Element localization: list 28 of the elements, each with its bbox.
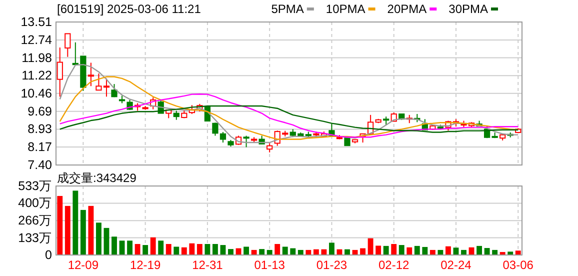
y-tick-label: 7.40	[28, 158, 52, 172]
y-tick-label: 8.93	[28, 122, 52, 136]
x-tick-label: 02-12	[378, 258, 410, 272]
x-tick-label: 01-13	[254, 258, 286, 272]
chart-title: [601519] 2025-03-06 11:21	[57, 2, 202, 16]
legend-label: 10PMA	[326, 2, 366, 16]
y-tick-label: 12.74	[20, 33, 52, 48]
y-tick-label: 0	[45, 248, 52, 262]
x-tick-label: 02-24	[440, 258, 472, 272]
y-tick-label: 10.46	[20, 86, 52, 100]
y-tick-label: 400万	[18, 196, 52, 210]
legend-label: 30PMA	[448, 2, 488, 16]
x-tick-label: 03-06	[502, 258, 534, 272]
legend-label: 20PMA	[387, 2, 427, 16]
y-tick-label: 9.69	[28, 104, 52, 118]
y-tick-label: 133万	[18, 230, 52, 245]
chart-title: 成交量:343429	[57, 171, 137, 185]
x-tick-label: 12-31	[192, 258, 224, 272]
legend-label: 5PMA	[271, 2, 304, 16]
x-tick-label: 01-23	[316, 258, 348, 272]
y-tick-label: 11.98	[22, 50, 52, 65]
y-tick-label: 266万	[18, 214, 52, 228]
y-tick-label: 8.17	[28, 140, 52, 154]
x-tick-label: 12-09	[68, 258, 99, 272]
y-tick-label: 533万	[18, 179, 52, 193]
y-tick-label: 11.22	[22, 68, 52, 83]
x-tick-label: 12-19	[130, 258, 161, 272]
y-tick-label: 13.51	[20, 15, 52, 29]
